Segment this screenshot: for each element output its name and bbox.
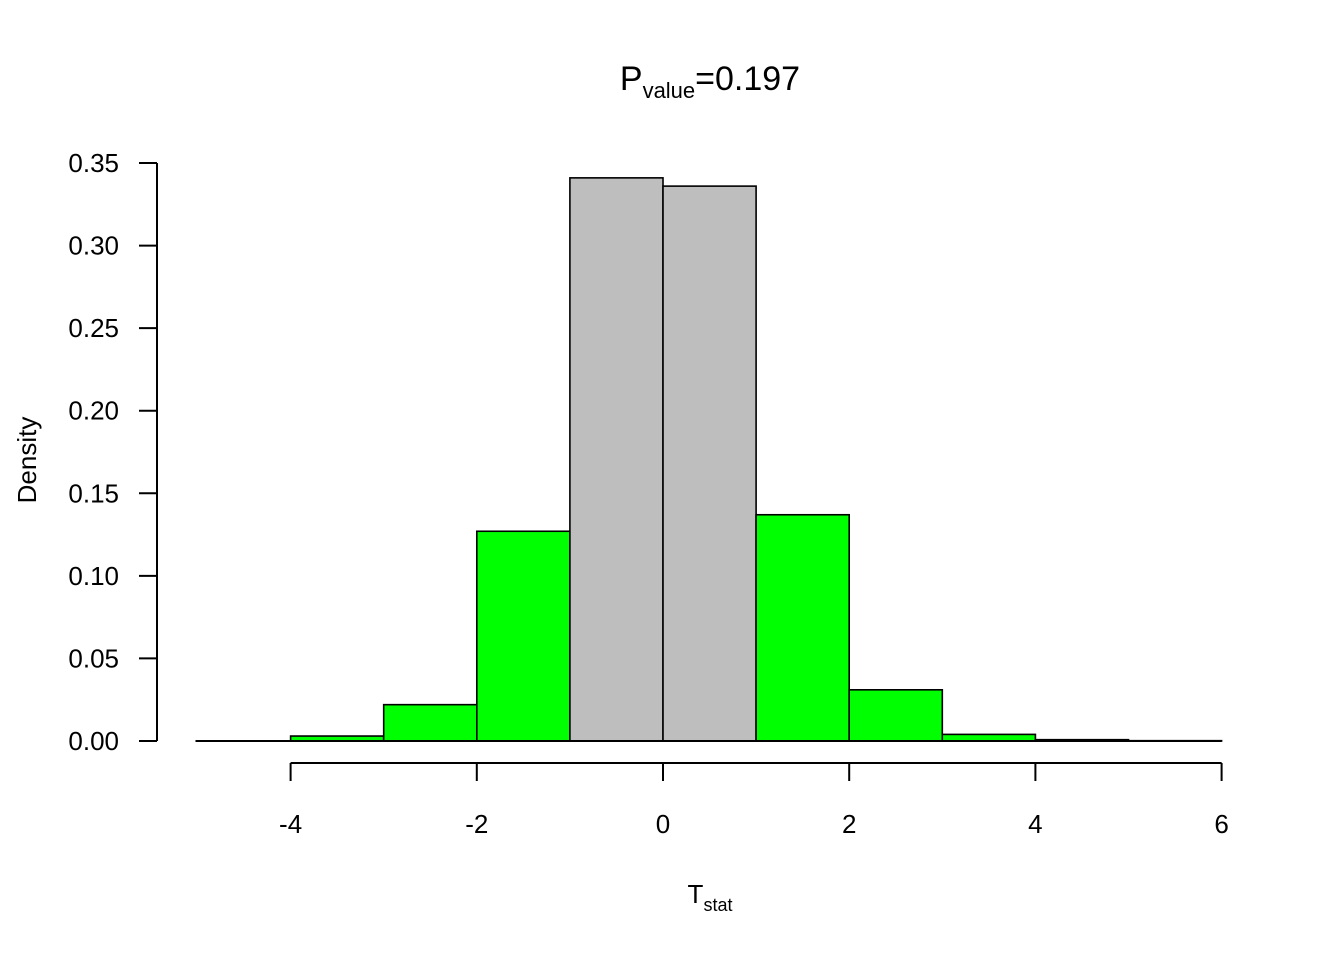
chart-title: Pvalue=0.197 — [620, 60, 800, 103]
y-axis: 0.00 0.05 0.10 0.15 0.20 0.25 0.30 0.35 — [68, 148, 158, 756]
chart-title-main: P — [620, 60, 643, 98]
histogram-bar-6 — [755, 513, 850, 742]
histogram-bar-7 — [848, 689, 944, 742]
x-tick-label-4: 4 — [1028, 809, 1042, 839]
chart-title-subscript: value — [643, 78, 696, 103]
y-axis-label: Density — [12, 417, 42, 504]
y-tick-label-6: 0.30 — [68, 231, 119, 261]
x-tick-label-1: -2 — [465, 809, 488, 839]
histogram-bar-5 — [662, 185, 757, 742]
x-tick-label-0: -4 — [279, 809, 302, 839]
chart-title-suffix: =0.197 — [695, 60, 800, 98]
histogram-bar-4 — [569, 177, 664, 742]
x-tick-label-2: 0 — [656, 809, 670, 839]
y-tick-label-7: 0.35 — [68, 148, 119, 178]
x-axis-label: Tstat — [688, 879, 733, 915]
y-tick-label-0: 0.00 — [68, 726, 119, 756]
x-axis: -4 -2 0 2 4 6 — [279, 762, 1229, 839]
y-tick-label-2: 0.10 — [68, 561, 119, 591]
histogram-bar-3 — [475, 530, 571, 742]
y-tick-label-5: 0.25 — [68, 313, 119, 343]
histogram-bar-2 — [382, 703, 478, 742]
histogram-bars — [289, 177, 1223, 742]
x-tick-label-3: 2 — [842, 809, 856, 839]
y-tick-label-4: 0.20 — [68, 396, 119, 426]
x-axis-label-subscript: stat — [703, 895, 732, 915]
x-tick-label-5: 6 — [1214, 809, 1228, 839]
y-tick-label-3: 0.15 — [68, 478, 119, 508]
y-tick-label-1: 0.05 — [68, 643, 119, 673]
x-axis-label-main: T — [688, 879, 704, 909]
